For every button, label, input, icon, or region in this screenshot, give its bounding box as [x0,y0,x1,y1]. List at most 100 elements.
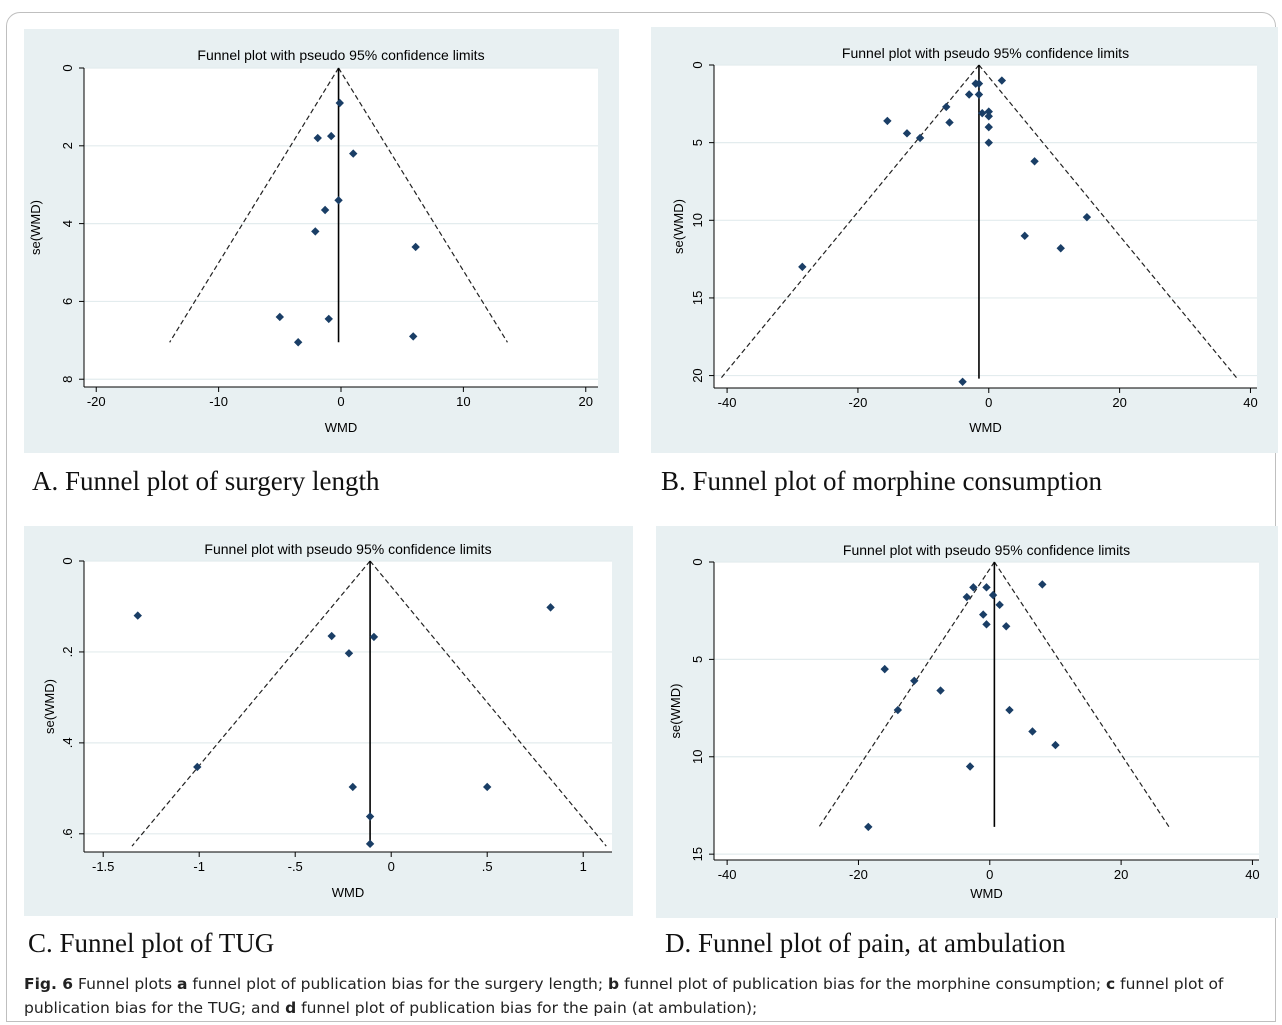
x-tick-label: 20 [1114,867,1128,882]
plot-area [84,561,612,852]
y-axis-label: se(WMD) [668,684,683,739]
x-tick-label: -.5 [288,859,303,874]
study-point [546,603,555,612]
funnel-plot-svg: -1.5 -1 -.5 0 .5 1 0 .2 .4 .6 Funnel plot with pse… [42,541,612,900]
funnel-limit-right [338,67,508,343]
study-point [880,664,889,674]
x-tick-label: -20 [849,867,868,882]
y-tick-label: 15 [690,291,705,305]
x-tick-label: 20 [1112,395,1126,410]
funnel-plot-svg: -20 -10 0 10 20 0 2 4 6 8 Funnel plot with pseudo … [28,47,598,435]
chart-title: Funnel plot with pseudo 95% confidence l… [842,45,1129,61]
panel-c-tug: -1.5 -1 -.5 0 .5 1 0 .2 .4 .6 Funnel plot with pse… [24,526,633,916]
x-tick-label: 10 [456,394,470,409]
study-point [133,611,142,620]
funnel-limit-right [978,64,1238,380]
y-tick-label: 0 [60,557,75,564]
y-tick-label: 10 [690,750,705,764]
x-tick-label: -10 [209,394,228,409]
study-point [327,631,336,641]
figure-caption-text: Funnel plots [73,975,178,993]
study-point [409,332,418,341]
study-point [327,131,336,141]
study-point [320,205,330,215]
chart-title: Funnel plot with pseudo 95% confidence l… [197,47,484,63]
study-point [962,592,972,602]
figure-frame [6,12,1276,1022]
x-tick-label: 40 [1243,395,1257,410]
study-point [1051,740,1060,750]
y-tick-label: 0 [690,61,705,68]
y-tick-label: 5 [690,139,705,146]
figure-caption-text: funnel plot of publication bias for the … [296,999,758,1017]
figure-caption-text: funnel plot of publication bias for the … [187,975,609,993]
plot-area [714,65,1257,388]
panel-caption-a: A. Funnel plot of surgery length [32,466,380,496]
figure-caption-text: funnel plot of publication bias for the … [24,975,1224,1017]
x-tick-label: -40 [718,867,737,882]
x-tick-label: -1.5 [92,859,114,874]
study-point [982,583,991,592]
y-tick-label: 0 [60,64,75,71]
y-tick-label: .4 [60,737,75,748]
y-tick-label: 5 [690,656,705,663]
y-tick-label: 0 [690,558,705,565]
panel-b-morphine-consumption: -40 -20 0 20 40 0 5 10 15 20 Funnel plot with pseu… [651,27,1278,453]
x-tick-label: 1 [580,859,587,874]
x-tick-label: 40 [1245,867,1259,882]
panel-a-surgery-length: -20 -10 0 10 20 0 2 4 6 8 Funnel plot with pseudo … [24,29,619,453]
x-tick-label: 0 [388,859,395,874]
y-axis-label: se(WMD) [42,679,57,734]
funnel-limit-left [818,561,995,828]
x-tick-label: 20 [579,394,593,409]
figure-caption-text: funnel plot of publication bias for the … [619,975,1106,993]
study-point [945,118,954,127]
y-tick-label: .2 [60,647,75,658]
figure-caption: Fig. 6 Funnel plots a funnel plot of pub… [24,972,1264,1020]
panel-caption-c: C. Funnel plot of TUG [28,928,275,958]
y-axis-label: se(WMD) [28,200,43,255]
plot-area [714,562,1259,860]
panel-caption-d: D. Funnel plot of pain, at ambulation [665,928,1066,958]
funnel-limit-right [369,560,607,847]
funnel-limit-left [131,560,371,847]
study-point [334,196,343,205]
funnel-plot-svg: -40 -20 0 20 40 0 5 10 15 20 Funnel plot with pseu… [671,45,1258,435]
y-tick-label: 15 [690,847,705,861]
panel-d-pain-at-ambulation: -40 -20 0 20 40 0 5 10 15 Funnel plot with pseudo… [656,526,1278,918]
x-tick-label: -40 [718,395,737,410]
y-tick-label: 20 [690,368,705,382]
plot-area [84,68,598,387]
x-tick-label: 0 [337,394,344,409]
x-tick-label: 0 [985,395,992,410]
study-point [1038,580,1047,589]
x-axis-label: WMD [332,885,365,900]
study-point [349,149,358,158]
funnel-limit-left [169,67,340,343]
y-tick-label: 2 [60,142,75,149]
figure-caption-letter: a [177,975,188,993]
study-point [1030,157,1039,166]
y-tick-label: .6 [60,828,75,839]
figure-caption-letter: b [608,975,620,993]
x-axis-label: WMD [325,420,358,435]
study-point [997,76,1007,85]
y-tick-label: 10 [690,213,705,227]
study-point [958,377,967,386]
y-tick-label: 4 [60,220,75,227]
study-point [1005,705,1014,715]
y-tick-label: 8 [60,376,75,383]
chart-title: Funnel plot with pseudo 95% confidence l… [204,541,491,557]
x-tick-label: 0 [986,867,993,882]
study-point [982,620,991,629]
chart-title: Funnel plot with pseudo 95% confidence l… [843,542,1130,558]
y-tick-label: 6 [60,298,75,305]
figure-caption-letter: c [1105,975,1116,993]
x-tick-label: -20 [87,394,106,409]
x-tick-label: .5 [482,859,493,874]
study-point [335,98,344,108]
study-point [293,338,303,347]
figure-label: Fig. 6 [24,975,74,993]
funnel-plot-svg: -40 -20 0 20 40 0 5 10 15 Funnel plot with pseudo… [668,542,1260,901]
study-point [311,227,320,236]
